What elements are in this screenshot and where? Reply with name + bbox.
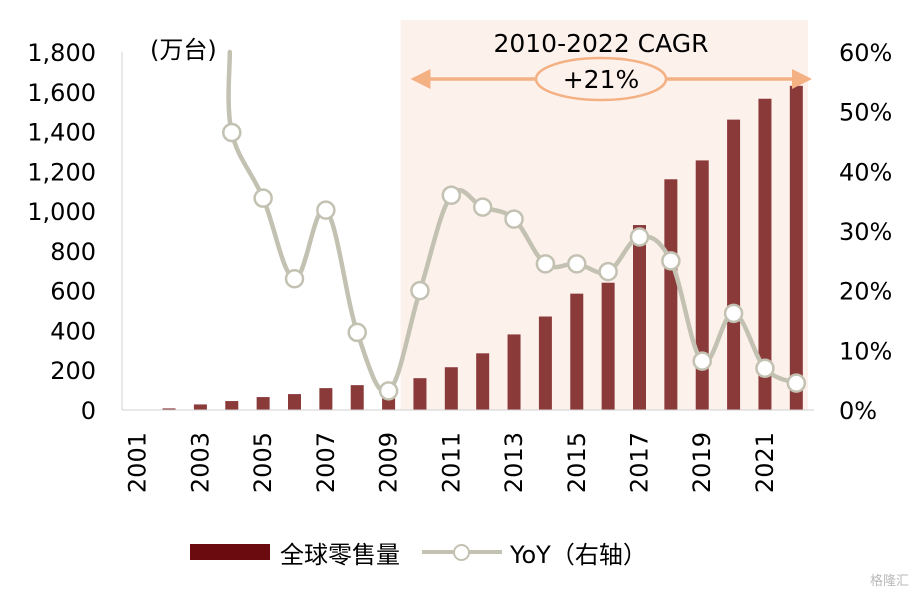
legend-item-yoy: YoY（右轴）: [422, 535, 647, 570]
y-right-tick-label: 50%: [839, 99, 892, 127]
unit-label: (万台): [150, 36, 217, 64]
yoy-point-2004: [222, 122, 242, 143]
cagr-title: 2010-2022 CAGR: [493, 29, 708, 58]
y-right-tick-label: 30%: [839, 218, 892, 246]
yoy-point-2009: [378, 381, 399, 401]
x-tick-label: 2019: [688, 432, 716, 493]
watermark: 格隆汇: [869, 574, 909, 589]
bar-2015: [570, 293, 584, 410]
yoy-point-2006: [284, 268, 305, 289]
yoy-point-2020: [723, 303, 744, 324]
y-right-tick-label: 20%: [839, 278, 892, 306]
yoy-point-2017: [629, 227, 650, 247]
yoy-point-2011: [441, 185, 462, 205]
y-left-tick-label: 600: [50, 278, 96, 306]
bar-2010: [413, 378, 427, 410]
yoy-point-2021: [755, 358, 775, 378]
legend: 全球零售量 YoY（右轴）: [190, 530, 669, 574]
yoy-point-2014: [535, 254, 556, 274]
y-right-tick-label: 0%: [839, 397, 877, 425]
x-tick-label: 2003: [186, 432, 214, 493]
legend-item-retail: 全球零售量: [190, 535, 400, 570]
y-left-tick-label: 1,800: [27, 39, 96, 67]
yoy-point-2005: [253, 188, 273, 208]
bar-2014: [538, 316, 552, 410]
legend-label-yoy: YoY（右轴）: [510, 540, 647, 569]
cagr-value: +21%: [563, 65, 640, 94]
y-left-tick-label: 400: [50, 317, 96, 345]
bar-2002: [162, 408, 176, 410]
y-left-tick-label: 200: [50, 357, 96, 385]
yoy-point-2019: [692, 351, 712, 371]
legend-line-swatch: [422, 544, 502, 561]
bar-2004: [225, 401, 239, 410]
bar-2016: [601, 282, 615, 410]
y-left-tick-label: 1,600: [27, 79, 96, 107]
bar-2008: [350, 385, 364, 410]
bar-2013: [507, 334, 521, 410]
x-tick-label: 2017: [626, 432, 654, 493]
x-tick-label: 2011: [437, 432, 465, 493]
y-left-tick-label: 1,000: [27, 198, 96, 226]
y-axis-right-ticks: 0% 10% 20% 30% 40% 50% 60%: [839, 39, 892, 425]
y-left-tick-label: 0: [81, 397, 96, 425]
y-right-tick-label: 10%: [839, 337, 892, 365]
yoy-point-2008: [347, 322, 367, 343]
y-right-tick-label: 40%: [839, 158, 892, 186]
y-left-tick-label: 800: [50, 238, 96, 266]
cagr-value-ellipse: [534, 56, 668, 102]
x-tick-label: 2015: [563, 432, 591, 493]
yoy-point-2010: [410, 280, 430, 301]
yoy-point-2018: [661, 251, 681, 271]
x-tick-label: 2021: [751, 432, 779, 493]
yoy-point-2013: [504, 209, 524, 229]
bar-2003: [193, 404, 207, 410]
bar-2012: [476, 353, 490, 410]
x-tick-label: 2007: [312, 432, 340, 493]
bar-2021: [758, 98, 772, 410]
bar-2018: [664, 179, 678, 410]
bar-2005: [256, 397, 270, 410]
y-left-tick-label: 1,200: [27, 158, 96, 186]
bar-2019: [695, 160, 709, 410]
retail-volume-bars: [131, 85, 803, 411]
y-right-tick-label: 60%: [839, 39, 892, 67]
y-axis-left-ticks: 0 200 400 600 800 1,000 1,200 1,400 1,600 1,800: [27, 39, 96, 425]
bar-2011: [444, 367, 458, 410]
yoy-point-2012: [472, 197, 493, 217]
yoy-point-2016: [598, 261, 618, 282]
legend-bar-swatch: [190, 544, 270, 560]
yoy-point-2022: [786, 373, 807, 393]
yoy-point-2015: [567, 254, 587, 274]
x-tick-label: 2005: [249, 432, 277, 493]
bar-2020: [727, 119, 741, 410]
yoy-point-2007: [316, 200, 336, 220]
bar-2007: [319, 388, 333, 410]
x-tick-label: 2009: [375, 432, 403, 493]
x-axis-ticks: 2001 2003 2005 2007 2009 2011 2013 2015 2017 2019…: [124, 432, 779, 493]
y-left-tick-label: 1,400: [27, 119, 96, 147]
x-tick-label: 2013: [500, 432, 528, 493]
bar-2017: [633, 225, 646, 410]
bar-2022: [789, 85, 803, 411]
legend-label-retail: 全球零售量: [280, 540, 400, 569]
bar-2006: [288, 394, 301, 410]
x-tick-label: 2001: [124, 432, 152, 493]
yoy-line-series: [222, 49, 807, 401]
